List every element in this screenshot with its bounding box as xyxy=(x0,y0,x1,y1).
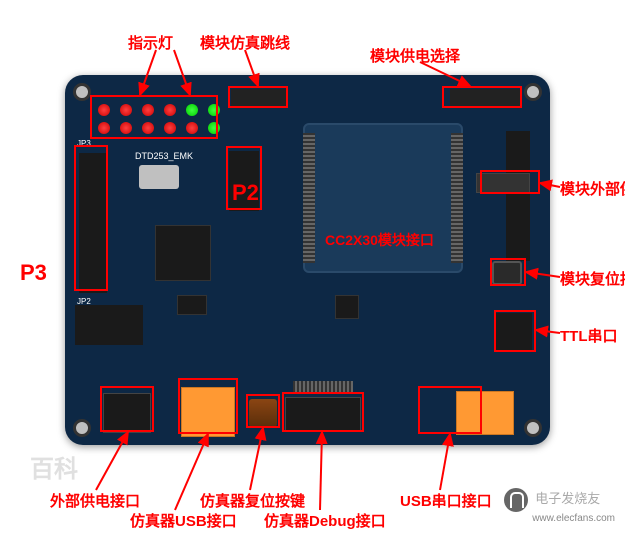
annotation-label-module_ext_power: 模块外部供电接口 xyxy=(560,178,625,199)
header-right xyxy=(506,131,530,261)
annotation-label-emulator_usb: 仿真器USB接口 xyxy=(130,510,237,531)
footer-url-text: www.elecfans.com xyxy=(532,513,615,524)
highlight-box-ext_power xyxy=(100,386,154,432)
highlight-box-module_sim_jumper xyxy=(228,86,288,108)
highlight-box-ttl_serial xyxy=(494,310,536,352)
screw-hole xyxy=(524,83,542,101)
header-jp2 xyxy=(75,305,143,345)
footer-brand-text: 电子发烧友 xyxy=(535,491,600,506)
highlight-box-emulator_debug xyxy=(282,392,364,432)
highlight-box-emulator_usb xyxy=(178,378,238,434)
highlight-box-module_power_select xyxy=(442,86,522,108)
small-ic xyxy=(335,295,359,319)
watermark-text: 百科 xyxy=(30,449,78,484)
headphone-icon xyxy=(504,488,528,512)
annotation-label-p3: P3 xyxy=(20,260,47,286)
annotation-label-module_reset: 模块复位按键 xyxy=(560,268,625,289)
annotation-label-emulator_reset: 仿真器复位按键 xyxy=(200,490,305,511)
highlight-box-module_ext_power xyxy=(480,170,540,194)
board-model-text: DTD253_EMK xyxy=(135,151,193,161)
module-socket xyxy=(303,123,463,273)
highlight-box-indicator_leds xyxy=(90,95,218,139)
screw-hole xyxy=(524,419,542,437)
mcu-chip xyxy=(155,225,211,281)
highlight-box-p3 xyxy=(74,145,108,291)
annotation-label-module_power_select: 模块供电选择 xyxy=(370,45,460,66)
annotation-label-ttl_serial: TTL串口 xyxy=(560,325,618,346)
highlight-box-emulator_reset xyxy=(246,394,280,428)
screw-hole xyxy=(73,83,91,101)
screw-hole xyxy=(73,419,91,437)
module-pins-left xyxy=(303,133,315,263)
module-pins-right xyxy=(451,133,463,263)
footer-branding: 电子发烧友 www.elecfans.com xyxy=(504,488,615,524)
annotation-label-indicator_leds: 指示灯 xyxy=(128,32,173,53)
highlight-box-usb_serial xyxy=(418,386,482,434)
small-ic xyxy=(177,295,207,315)
highlight-box-module_reset xyxy=(490,258,526,286)
module-interface-label: CC2X30模块接口 xyxy=(325,230,434,250)
annotation-label-usb_serial: USB串口接口 xyxy=(400,490,492,511)
annotation-label-p2: P2 xyxy=(232,180,259,206)
annotation-label-module_sim_jumper: 模块仿真跳线 xyxy=(200,32,290,53)
annotation-label-emulator_debug: 仿真器Debug接口 xyxy=(264,510,386,531)
crystal-oscillator xyxy=(139,165,179,189)
silk-jp2: JP2 xyxy=(77,297,91,306)
annotation-label-ext_power: 外部供电接口 xyxy=(50,490,140,511)
